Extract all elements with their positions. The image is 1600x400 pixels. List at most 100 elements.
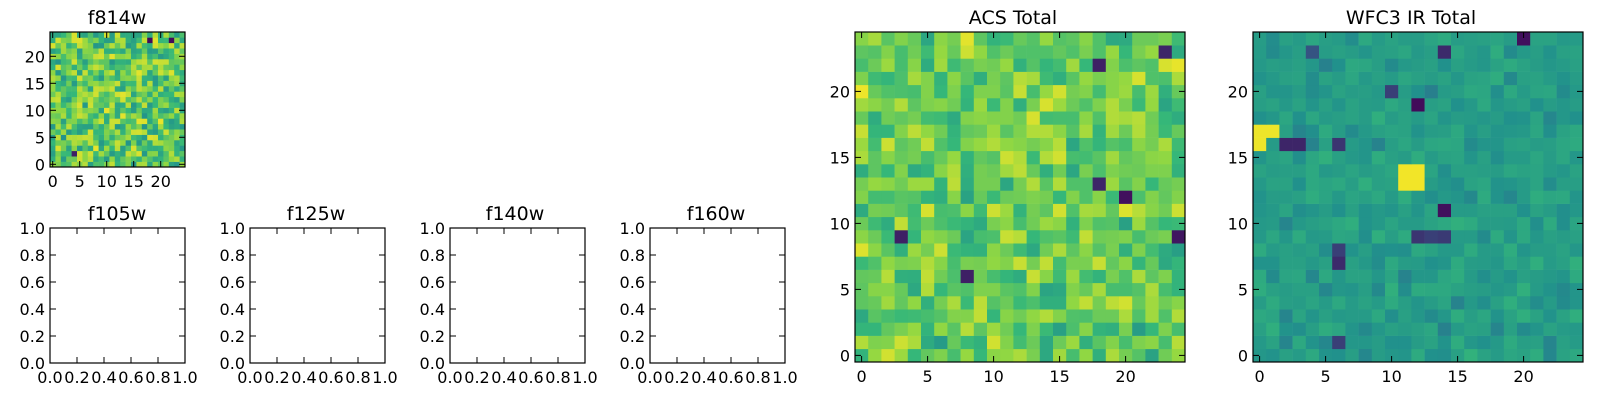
heatmap-cell — [1543, 216, 1557, 231]
heatmap-cell — [1119, 84, 1133, 99]
heatmap-cell — [1013, 269, 1027, 284]
x-tick-label: 0.6 — [718, 368, 743, 387]
heatmap-cell — [55, 53, 62, 60]
heatmap-cell — [1026, 84, 1041, 99]
heatmap-cell — [1253, 216, 1267, 231]
heatmap-cell — [1253, 230, 1267, 244]
heatmap-cell — [1569, 190, 1584, 204]
heatmap-cell — [50, 150, 56, 157]
heatmap-cell — [881, 190, 895, 204]
heatmap-cell — [125, 64, 132, 71]
heatmap-cell — [1132, 137, 1146, 152]
heatmap-cell — [1053, 164, 1067, 178]
heatmap-cell — [87, 80, 94, 87]
heatmap-cell — [1543, 111, 1557, 125]
heatmap-cell — [960, 84, 975, 99]
heatmap-cell — [1119, 348, 1133, 363]
heatmap-cell — [50, 64, 56, 71]
heatmap-cell — [1358, 98, 1373, 112]
heatmap-cell — [147, 145, 153, 152]
heatmap-cell — [1079, 124, 1093, 138]
heatmap-cell — [947, 216, 961, 231]
heatmap-cell — [1464, 348, 1478, 363]
heatmap-cell — [125, 150, 132, 157]
heatmap-cell — [147, 91, 153, 98]
heatmap-cell — [960, 71, 975, 86]
heatmap-cell — [1424, 124, 1439, 138]
heatmap-cell — [973, 269, 988, 284]
heatmap-cell — [71, 48, 78, 54]
heatmap-cell — [868, 322, 882, 336]
heatmap-cell — [1503, 256, 1518, 270]
heatmap-cell — [1398, 98, 1412, 112]
heatmap-cell — [104, 75, 110, 81]
heatmap-cell — [1292, 164, 1307, 178]
heatmap-cell — [907, 348, 922, 363]
heatmap-cell — [1266, 84, 1280, 99]
heatmap-cell — [1171, 190, 1186, 204]
heatmap-cell — [60, 145, 67, 152]
heatmap-cell — [1079, 58, 1093, 72]
y-tick-label: 1.0 — [420, 219, 445, 238]
heatmap-cell — [1079, 177, 1093, 191]
heatmap-cell — [1517, 243, 1531, 257]
heatmap-cell — [894, 335, 909, 350]
heatmap-cell — [1039, 150, 1054, 165]
heatmap-cell — [921, 111, 935, 125]
heatmap-cell — [1451, 124, 1465, 138]
heatmap-cell — [1411, 124, 1425, 138]
heatmap-cell — [93, 145, 99, 152]
x-tick-label: 0.0 — [237, 368, 262, 387]
heatmap-cell — [1398, 335, 1412, 350]
heatmap-cell — [1253, 45, 1267, 59]
heatmap-cell — [77, 42, 83, 49]
heatmap-cell — [141, 37, 148, 44]
heatmap-cell — [1013, 32, 1027, 46]
heatmap-cell — [1292, 111, 1307, 125]
heatmap-cell — [98, 129, 105, 135]
heatmap-cell — [1503, 124, 1518, 138]
heatmap-cell — [1066, 282, 1080, 297]
heatmap-cell — [1319, 111, 1333, 125]
heatmap-cell — [152, 134, 159, 141]
heatmap-cell — [934, 32, 948, 46]
heatmap-cell — [881, 164, 895, 178]
heatmap-cell — [66, 156, 72, 162]
heatmap-cell — [71, 129, 78, 135]
x-tick-label: 0.0 — [637, 368, 662, 387]
heatmap-cell — [1066, 203, 1080, 218]
heatmap-cell — [1171, 124, 1186, 138]
heatmap-cell — [71, 150, 78, 157]
heatmap-cell — [93, 134, 99, 141]
heatmap-cell — [947, 230, 961, 244]
heatmap-cell — [77, 91, 83, 98]
heatmap-cell — [120, 156, 126, 162]
heatmap-cell — [141, 75, 148, 81]
heatmap-cell — [934, 98, 948, 112]
heatmap-cell — [1358, 164, 1373, 178]
heatmap-cell — [131, 48, 137, 54]
heatmap-cell — [1266, 243, 1280, 257]
heatmap-cell — [87, 32, 94, 38]
heatmap-cell — [1345, 243, 1359, 257]
heatmap-cell — [109, 113, 116, 119]
heatmap-cell — [55, 113, 62, 119]
heatmap-cell — [131, 150, 137, 157]
heatmap-cell — [50, 69, 56, 76]
heatmap-cell — [66, 32, 72, 38]
heatmap-cell — [1053, 177, 1067, 191]
heatmap-cell — [174, 129, 180, 135]
y-tick-label: 0.8 — [20, 246, 45, 265]
heatmap-cell — [1398, 282, 1412, 297]
heatmap-cell — [163, 145, 170, 152]
heatmap-cell — [87, 140, 94, 146]
heatmap-cell — [1158, 45, 1173, 59]
heatmap-cell — [1145, 32, 1159, 46]
heatmap-cell — [1385, 269, 1399, 284]
heatmap-cell — [125, 107, 132, 114]
heatmap-cell — [868, 216, 882, 231]
heatmap-cell — [141, 107, 148, 114]
heatmap-cell — [1543, 71, 1557, 86]
heatmap-cell — [1345, 190, 1359, 204]
heatmap-cell — [934, 190, 948, 204]
